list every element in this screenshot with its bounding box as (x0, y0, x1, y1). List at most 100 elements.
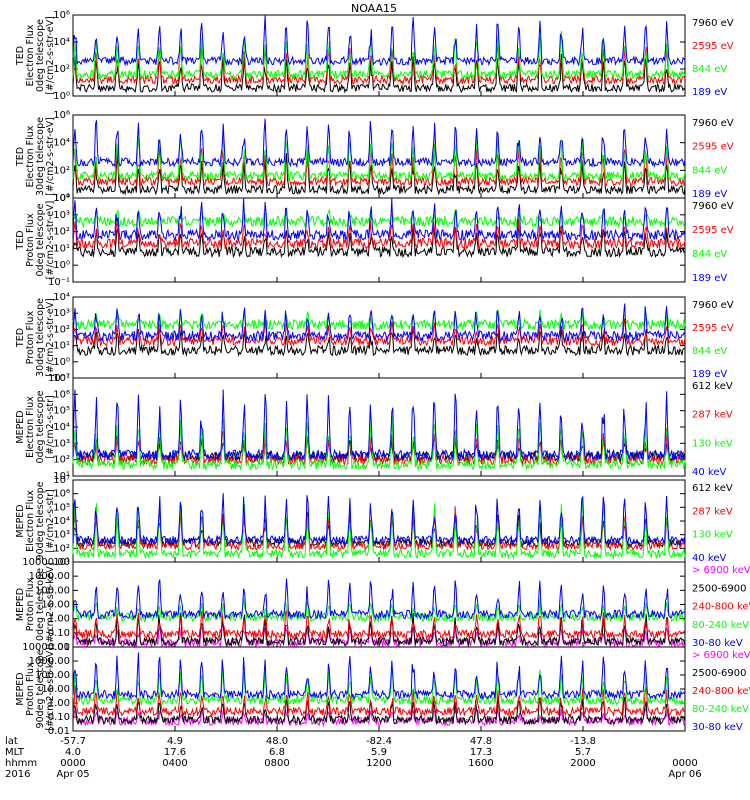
y-tick-label: 100.00 (35, 670, 70, 681)
x-date-label: Apr 06 (668, 769, 701, 780)
panel-frame (72, 114, 686, 199)
y-axis-label: MEPEDElectron Flux90deg telescope[#/cm2-… (15, 481, 56, 560)
y-tick-label: 10⁰ (53, 357, 70, 368)
legend-entry: 2595 eV (692, 41, 734, 52)
series-line-red (72, 318, 686, 348)
y-tick-label: 10⁻¹ (48, 277, 70, 288)
y-tick-label: 0.10 (48, 712, 70, 723)
series-line-green (72, 309, 686, 332)
x-mlt-label: 4.0 (65, 747, 81, 758)
y-axis-label: MEPEDProton Flux90deg telescope[#/cm2-s-… (15, 647, 56, 731)
x-lat-label: -13.8 (570, 736, 596, 747)
legend-entry: 7960 eV (692, 300, 734, 311)
y-tick-label: 10² (53, 455, 70, 466)
series-line-black (72, 326, 686, 358)
series-line-magenta (72, 706, 686, 728)
series-line-blue (72, 197, 686, 242)
y-tick-label: 10⁶ (53, 389, 70, 400)
y-axis-label: MEPEDProton Flux0deg telescope[#/cm2-s-s… (15, 563, 56, 647)
series-line-green (72, 30, 686, 81)
y-axis-label: MEPEDElectron Flux0deg telescope[#/cm2-s… (15, 390, 56, 463)
y-tick-label: 10⁷ (53, 475, 70, 486)
legend-entry: 287 keV (692, 506, 733, 517)
y-tick-label: 10⁴ (53, 422, 70, 433)
series-line-green (72, 134, 686, 182)
series-line-blue (72, 14, 686, 67)
legend-entry: 80-240 keV (692, 620, 749, 631)
legend-entry: 612 keV (692, 381, 733, 392)
legend-entry: 844 eV (692, 249, 727, 260)
panel-7: 0.01 0.10 1.00 10.00 100.00 1000.00 10000.00ME… (15, 557, 750, 653)
legend-entry: 189 eV (692, 273, 727, 284)
x-mlt-label: 6.8 (269, 747, 285, 758)
y-tick-label: 10⁶ (53, 10, 70, 21)
y-tick-label: 10⁶ (53, 489, 70, 500)
x-lat-label: 47.8 (470, 736, 492, 747)
y-tick-label: 10⁴ (53, 193, 70, 204)
x-mlt-label: 5.7 (575, 747, 591, 758)
x-row-label: 2016 (5, 769, 30, 780)
y-axis-label: TEDElectron Flux30deg telescope[#/cm2-s-… (15, 117, 56, 196)
y-tick-label: 10² (53, 543, 70, 554)
legend-entry: 7960 eV (692, 118, 734, 129)
y-tick-label: 10.00 (41, 600, 70, 611)
series-line-green (72, 499, 686, 560)
y-tick-label: 10¹ (53, 341, 70, 352)
legend-entry: 844 eV (692, 346, 727, 357)
series-line-blue (72, 578, 686, 621)
x-hhmm-label: 0800 (264, 758, 289, 769)
legend-entry: 2500-6900 (692, 668, 747, 679)
legend-entry: 2595 eV (692, 225, 734, 236)
y-tick-label: 10.00 (41, 684, 70, 695)
y-tick-label: 10² (53, 227, 70, 238)
legend-entry: 2595 eV (692, 323, 734, 334)
legend-entry: 40 keV (692, 467, 726, 478)
series-line-blue (72, 652, 686, 701)
legend-entry: 80-240 keV (692, 704, 749, 715)
y-tick-label: 10⁻¹ (48, 373, 70, 384)
y-tick-label: 1.00 (48, 698, 70, 709)
y-tick-label: 10³ (53, 210, 70, 221)
x-hhmm-label: 0400 (162, 758, 187, 769)
y-tick-label: 0.01 (48, 726, 70, 737)
series-line-green (72, 415, 686, 472)
legend-entry: 30-80 keV (692, 722, 743, 733)
series-line-blue (72, 493, 686, 546)
legend-entry: > 6900 keV (692, 565, 750, 576)
panel-frame (72, 197, 686, 283)
y-tick-label: 100.00 (35, 585, 70, 596)
x-date-label: Apr 05 (56, 769, 89, 780)
y-tick-label: 1000.00 (29, 571, 70, 582)
series-line-blue (72, 118, 686, 169)
y-tick-label: 10⁶ (53, 110, 70, 121)
y-tick-label: 1000.00 (29, 656, 70, 667)
legend-entry: 844 eV (692, 64, 727, 75)
legend-entry: 7960 eV (692, 201, 734, 212)
y-tick-label: 10⁰ (53, 193, 70, 204)
x-lat-label: -82.4 (366, 736, 392, 747)
legend-entry: 130 keV (692, 438, 733, 449)
y-tick-label: 10⁴ (53, 516, 70, 527)
legend-entry: 612 keV (692, 483, 733, 494)
legend-entry: 7960 eV (692, 18, 734, 29)
series-line-green (72, 668, 686, 707)
legend-entry: 240-800 keV (692, 602, 750, 613)
series-line-green (72, 207, 686, 229)
y-tick-label: 10¹ (53, 471, 70, 482)
x-hhmm-label: 2000 (570, 758, 595, 769)
y-tick-label: 0.01 (48, 642, 70, 653)
y-tick-label: 10⁴ (53, 138, 70, 149)
series-line-blue (72, 303, 686, 343)
y-tick-label: 10³ (53, 438, 70, 449)
y-tick-label: 10⁷ (53, 373, 70, 384)
y-tick-label: 10¹ (53, 243, 70, 254)
y-tick-label: 10⁴ (53, 37, 70, 48)
